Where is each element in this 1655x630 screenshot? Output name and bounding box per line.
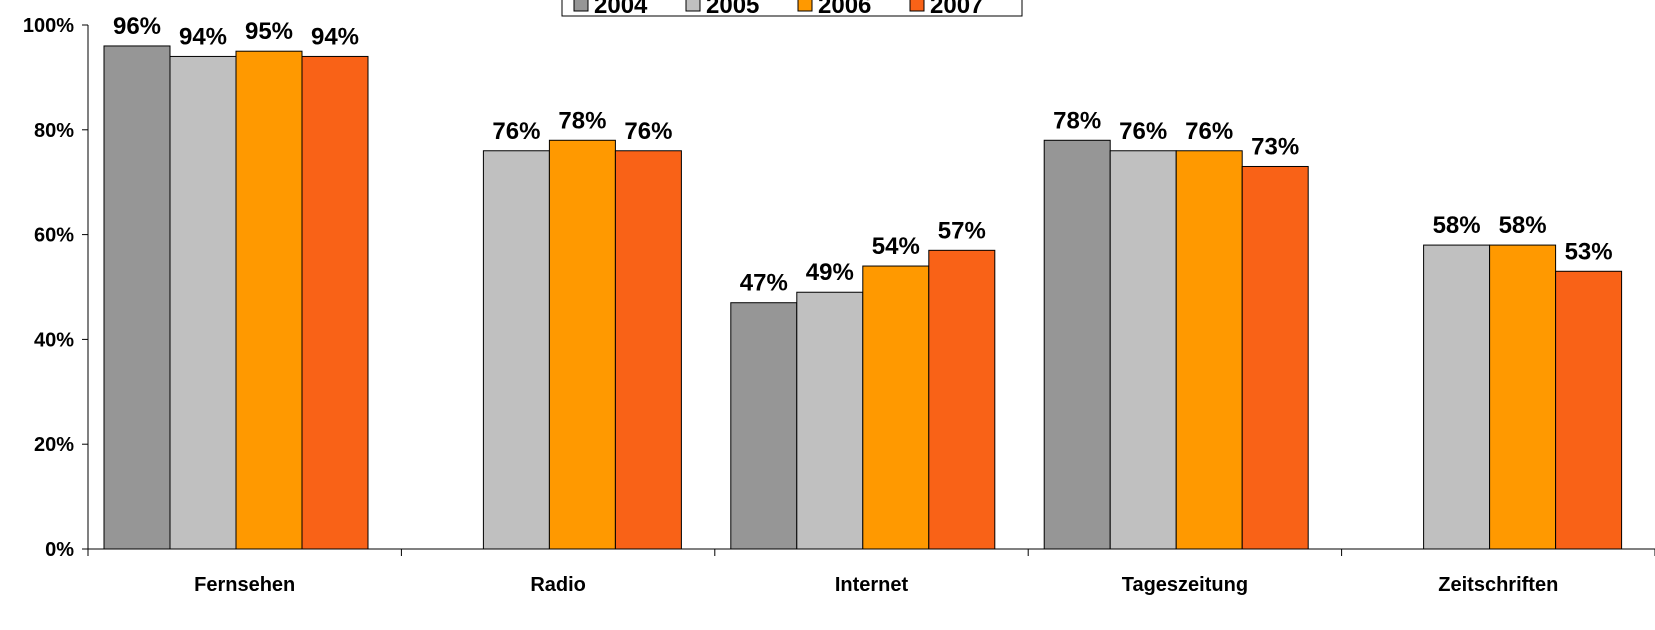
data-label: 57% [938, 217, 986, 244]
bar-2006-fernsehen [235, 50, 303, 550]
y-tick-label: 80% [34, 120, 74, 142]
data-label: 47% [740, 270, 788, 297]
y-tick-label: 100% [23, 15, 74, 37]
bar-2006-tageszeitung [1175, 150, 1243, 550]
bar-2005-zeitschriften [1423, 244, 1491, 550]
bar-2007-radio [614, 150, 682, 550]
bar-2004-fernsehen [103, 45, 171, 550]
bar-2006-zeitschriften [1489, 244, 1557, 550]
y-axis: 0% 20% 40% 60% 80% 100% [23, 15, 89, 561]
y-tick-label: 0% [45, 539, 74, 561]
data-label: 73% [1251, 133, 1299, 160]
legend-swatch [909, 0, 925, 12]
y-tick-label: 40% [34, 329, 74, 351]
bar-2007-internet [928, 249, 996, 550]
bars [103, 45, 1623, 550]
data-label: 54% [872, 233, 920, 260]
legend-label: 2006 [818, 0, 871, 19]
bar-2007-zeitschriften [1555, 270, 1623, 550]
legend-label: 2004 [594, 0, 648, 19]
data-label: 78% [1053, 107, 1101, 134]
data-label: 76% [492, 118, 540, 145]
x-axis: Fernsehen Radio Internet Tageszeitung Zeitsc… [87, 548, 1655, 596]
data-label: 58% [1433, 212, 1481, 239]
data-label: 49% [806, 259, 854, 286]
data-label: 76% [1119, 118, 1167, 145]
data-label: 94% [179, 23, 227, 50]
x-tick-label: Zeitschriften [1438, 574, 1558, 596]
legend-label: 2005 [706, 0, 759, 19]
data-label: 76% [624, 118, 672, 145]
legend-swatch [797, 0, 813, 12]
data-labels: 96% 47% 78% 94% 76% 49% 76% 58% 95% 78% 54% 76% 58% 9… [113, 13, 1613, 297]
bar-2007-tageszeitung [1241, 165, 1309, 550]
data-label: 96% [113, 13, 161, 40]
bar-2004-tageszeitung [1043, 139, 1111, 550]
bar-2006-radio [548, 139, 616, 550]
data-label: 95% [245, 18, 293, 45]
x-tick-label: Tageszeitung [1122, 574, 1248, 596]
data-label: 58% [1499, 212, 1547, 239]
bar-2004-internet [730, 302, 798, 550]
legend-swatch [685, 0, 701, 12]
data-label: 78% [558, 107, 606, 134]
legend-label: 2007 [930, 0, 983, 19]
x-tick-label: Fernsehen [194, 574, 295, 596]
legend: 2004 2005 2006 2007 [561, 0, 1023, 19]
x-tick-label: Internet [835, 574, 909, 596]
bar-2005-radio [482, 150, 550, 550]
x-tick-label: Radio [530, 574, 586, 596]
bar-2005-fernsehen [169, 55, 237, 550]
bar-2005-tageszeitung [1109, 150, 1177, 550]
data-label: 94% [311, 23, 359, 50]
bar-2005-internet [796, 291, 864, 550]
y-tick-label: 20% [34, 434, 74, 456]
y-tick-label: 60% [34, 225, 74, 247]
bar-2007-fernsehen [301, 55, 369, 550]
data-label: 53% [1565, 238, 1613, 265]
data-label: 76% [1185, 118, 1233, 145]
bar-2006-internet [862, 265, 930, 550]
legend-swatch [573, 0, 589, 12]
legend-box [561, 0, 1023, 17]
